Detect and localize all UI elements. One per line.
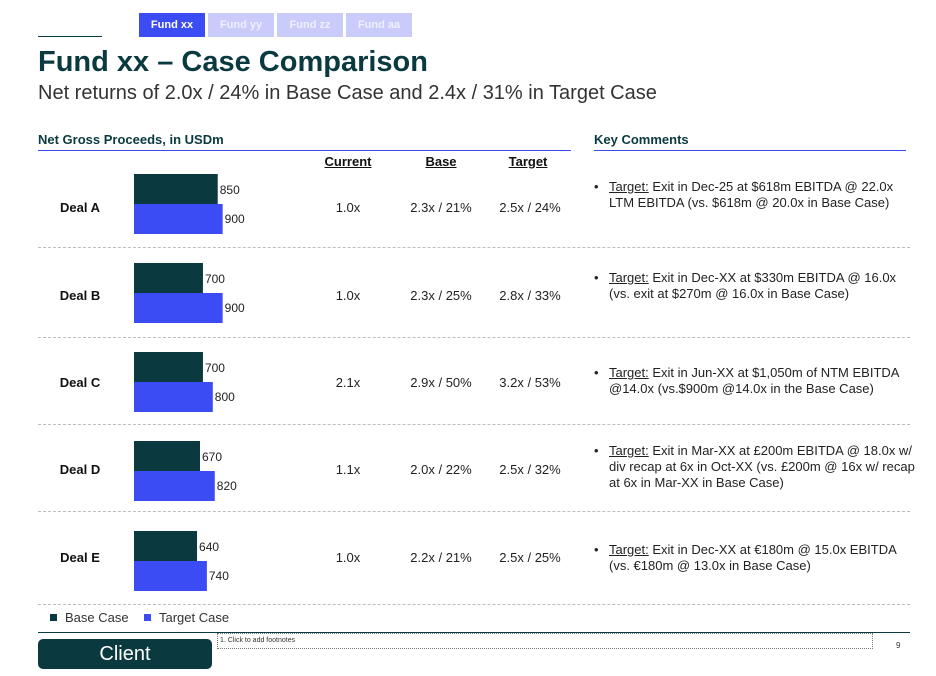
footnote-placeholder[interactable]: 1. Click to add footnotes (217, 633, 873, 649)
bullet-icon: • (594, 443, 599, 458)
legend-base-swatch (50, 614, 57, 621)
target-return: 2.5x / 25% (499, 550, 561, 565)
deal-comment: • Target: Exit in Mar-XX at £200m EBITDA… (594, 443, 916, 491)
legend-target-label: Target Case (159, 610, 230, 625)
title-accent-line (38, 36, 102, 37)
comment-lead: Target: (609, 179, 649, 194)
base-return: 2.3x / 21% (410, 200, 472, 215)
target-value-label: 820 (217, 479, 237, 493)
base-case-bar (134, 174, 218, 204)
target-value-label: 900 (225, 301, 245, 315)
current-multiple: 1.0x (335, 550, 361, 565)
legend-target: Target Case (144, 610, 229, 625)
chart-heading: Net Gross Proceeds, in USDm (38, 132, 224, 147)
comment-lead: Target: (609, 270, 649, 285)
deal-name: Deal D (59, 462, 101, 477)
deal-name: Deal E (60, 550, 100, 565)
tab-fund-yy[interactable]: Fund yy (208, 13, 274, 37)
legend-target-swatch (144, 614, 151, 621)
row-separator (38, 604, 910, 605)
base-value-label: 700 (205, 272, 225, 286)
column-header-current: Current (324, 154, 372, 169)
deal-name: Deal B (59, 288, 101, 303)
comment-lead: Target: (609, 443, 649, 458)
footer-rule (38, 632, 910, 633)
base-value-label: 850 (220, 183, 240, 197)
target-case-bar (134, 204, 223, 234)
target-return: 3.2x / 53% (499, 375, 561, 390)
deal-name: Deal C (59, 375, 101, 390)
base-return: 2.9x / 50% (410, 375, 472, 390)
base-return: 2.2x / 21% (410, 550, 472, 565)
base-value-label: 670 (202, 450, 222, 464)
target-return: 2.5x / 24% (499, 200, 561, 215)
base-case-bar (134, 352, 203, 382)
deal-name: Deal A (60, 200, 100, 215)
row-separator (38, 511, 910, 512)
comment-text: Exit in Mar-XX at £200m EBITDA @ 18.0x w… (609, 443, 915, 490)
deal-comment: • Target: Exit in Dec-XX at $330m EBITDA… (594, 270, 916, 302)
comment-text: Exit in Dec-XX at €180m @ 15.0x EBITDA (… (609, 542, 897, 573)
current-multiple: 1.1x (335, 462, 361, 477)
comments-heading: Key Comments (594, 132, 689, 147)
client-button[interactable]: Client (38, 639, 212, 669)
base-return: 2.0x / 22% (410, 462, 472, 477)
target-case-bar (134, 382, 213, 412)
current-multiple: 1.0x (335, 200, 361, 215)
comment-text: Exit in Dec-XX at $330m EBITDA @ 16.0x (… (609, 270, 897, 301)
comment-lead: Target: (609, 542, 649, 557)
comment-text: Exit in Dec-25 at $618m EBITDA @ 22.0x L… (609, 179, 894, 210)
row-separator (38, 247, 910, 248)
base-case-bar (134, 531, 198, 561)
comment-text: Exit in Jun-XX at $1,050m of NTM EBITDA … (609, 365, 899, 396)
base-case-bar (134, 263, 203, 293)
base-case-bar (134, 441, 200, 471)
bullet-icon: • (594, 270, 599, 285)
target-case-bar (134, 561, 207, 591)
tab-fund-zz[interactable]: Fund zz (277, 13, 343, 37)
row-separator (38, 337, 910, 338)
bullet-icon: • (594, 179, 599, 194)
legend-base: Base Case (50, 610, 129, 625)
base-return: 2.3x / 25% (410, 288, 472, 303)
tab-fund-aa[interactable]: Fund aa (346, 13, 412, 37)
deal-comment: • Target: Exit in Jun-XX at $1,050m of N… (594, 365, 916, 397)
target-case-bar (134, 471, 215, 501)
target-value-label: 900 (225, 212, 245, 226)
bullet-icon: • (594, 542, 599, 557)
chart-heading-rule (38, 150, 571, 151)
bullet-icon: • (594, 365, 599, 380)
legend-base-label: Base Case (65, 610, 129, 625)
column-header-base: Base (425, 154, 457, 169)
target-value-label: 740 (209, 569, 229, 583)
current-multiple: 2.1x (335, 375, 361, 390)
page-number: 9 (896, 641, 901, 650)
deal-comment: • Target: Exit in Dec-25 at $618m EBITDA… (594, 179, 916, 211)
base-value-label: 700 (205, 361, 225, 375)
current-multiple: 1.0x (335, 288, 361, 303)
target-case-bar (134, 293, 223, 323)
tab-fund-xx[interactable]: Fund xx (139, 13, 205, 37)
target-value-label: 800 (215, 390, 235, 404)
base-value-label: 640 (199, 540, 219, 554)
row-separator (38, 424, 910, 425)
deal-comment: • Target: Exit in Dec-XX at €180m @ 15.0… (594, 542, 916, 574)
page-title: Fund xx – Case Comparison (38, 46, 428, 78)
comments-heading-rule (594, 150, 906, 151)
column-header-target: Target (508, 154, 548, 169)
page-subtitle: Net returns of 2.0x / 24% in Base Case a… (38, 82, 657, 104)
comment-lead: Target: (609, 365, 649, 380)
target-return: 2.5x / 32% (499, 462, 561, 477)
target-return: 2.8x / 33% (499, 288, 561, 303)
